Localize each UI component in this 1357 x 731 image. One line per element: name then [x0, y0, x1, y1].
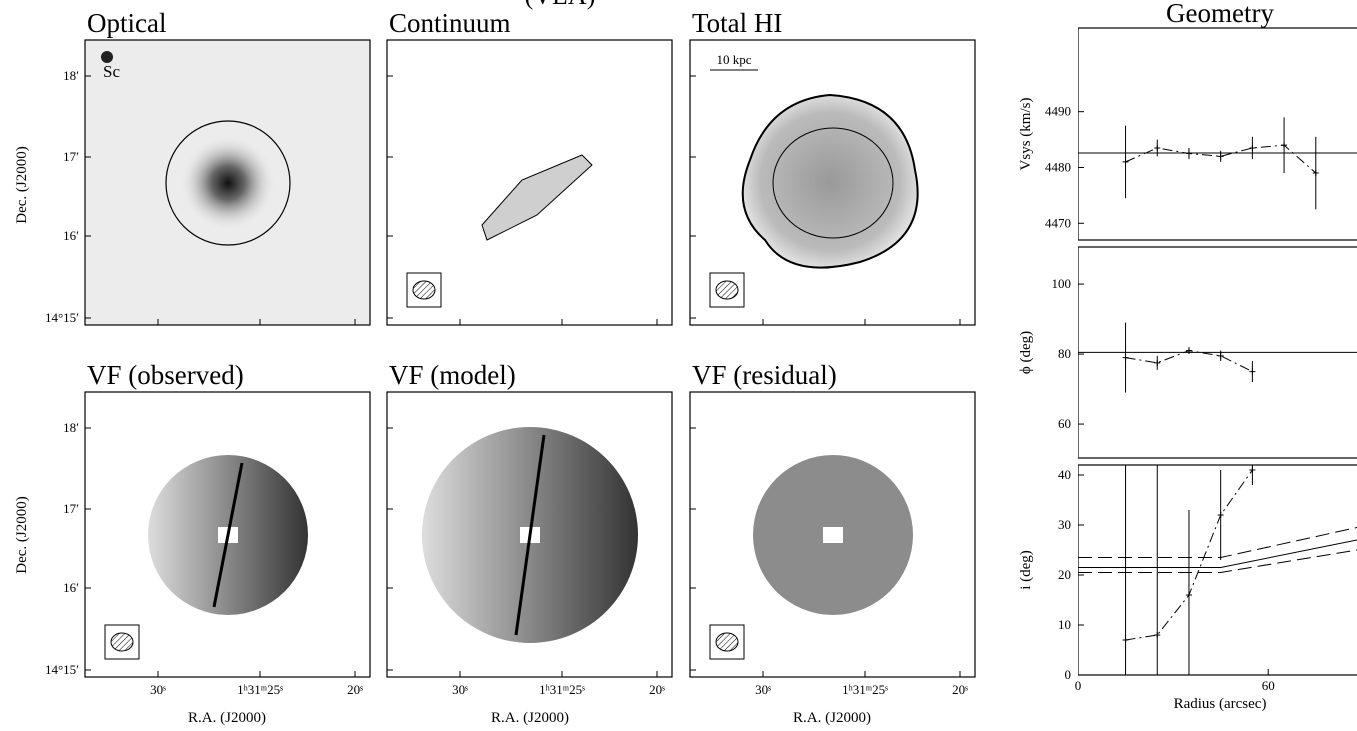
dec-tick-label: 17′: [63, 149, 79, 164]
y-tick-label: 4490: [1045, 104, 1071, 119]
ra-tick-label: 30ˢ: [452, 682, 468, 697]
dec-tick-label: 14°15′: [45, 310, 79, 325]
x-axis-label: Radius (arcsec): [1174, 696, 1267, 712]
hi-emission: [741, 93, 919, 269]
x-axis-label: R.A. (J2000): [188, 710, 266, 726]
plot-frame: [1078, 27, 1357, 241]
y-tick-label: 10: [1058, 617, 1071, 632]
data-point: [1185, 347, 1192, 354]
data-point: [1185, 592, 1192, 598]
y-tick-label: 60: [1058, 416, 1071, 431]
y-axis-label: Dec. (J2000): [14, 496, 30, 573]
x-tick-label: 60: [1262, 678, 1275, 693]
central-hole: [823, 527, 843, 543]
x-axis-label: R.A. (J2000): [793, 710, 871, 726]
data-point: [1185, 150, 1192, 157]
geometry-title: Geometry: [1166, 0, 1274, 28]
galaxy-image: [180, 135, 276, 231]
y-tick-label: 0: [1065, 667, 1072, 682]
data-point: [1154, 632, 1161, 638]
data-point: [1249, 368, 1256, 375]
x-axis-label: R.A. (J2000): [491, 710, 569, 726]
ra-tick-label: 1ʰ31ᵐ25ˢ: [237, 682, 283, 697]
galaxy-label: Sc: [103, 62, 120, 81]
data-point: [1249, 144, 1256, 151]
data-point: [1281, 142, 1288, 149]
beam: [110, 632, 134, 652]
panel-border: [84, 391, 371, 678]
minor-axis-contour: [514, 434, 546, 636]
ra-tick-label: 30ˢ: [755, 682, 771, 697]
ra-tick-label: 20ˢ: [952, 682, 968, 697]
y-tick-label: 30: [1058, 517, 1071, 532]
panel-border: [689, 39, 976, 326]
y-tick-label: 80: [1058, 346, 1071, 361]
y-tick-label: 4480: [1045, 159, 1071, 174]
minor-axis-contour: [212, 462, 244, 608]
ra-tick-label: 1ʰ31ᵐ25ˢ: [539, 682, 585, 697]
plot-frame: [1078, 464, 1357, 676]
ra-tick-label: 20ˢ: [347, 682, 363, 697]
dec-tick-label: 16′: [63, 228, 79, 243]
model-line: [1078, 549, 1357, 573]
y-axis-label: i (deg): [1018, 550, 1034, 590]
data-point: [1249, 467, 1256, 473]
panel-border: [84, 39, 371, 326]
model-line: [1078, 539, 1357, 568]
data-point: [1154, 359, 1161, 366]
dec-tick-label: 17′: [63, 501, 79, 516]
y-tick-label: 100: [1052, 276, 1072, 291]
panel-title: Continuum: [389, 8, 511, 38]
dec-tick-label: 18′: [63, 420, 79, 435]
data-point: [1312, 170, 1319, 177]
dec-tick-label: 14°15′: [45, 662, 79, 677]
data-point: [1154, 144, 1161, 151]
dec-tick-label: 16′: [63, 580, 79, 595]
geometry-plots: [1078, 27, 1357, 676]
dec-tick-label: 18′: [63, 68, 79, 83]
hi-contour: [772, 127, 894, 239]
continuum-emission: [481, 154, 593, 241]
plot-frame: [1078, 246, 1357, 459]
beam: [715, 632, 739, 652]
panel-title: VF (residual): [692, 360, 837, 390]
x-tick-label: 0: [1075, 678, 1082, 693]
y-tick-label: 4470: [1045, 215, 1071, 230]
y-tick-label: 40: [1058, 467, 1071, 482]
panel-title: VF (observed): [87, 360, 244, 390]
data-point: [1217, 153, 1224, 160]
panel-title: VF (model): [389, 360, 516, 390]
data-point: [1122, 158, 1129, 165]
header: (VLA): [525, 0, 596, 10]
star: [101, 51, 113, 63]
data-point: [1217, 512, 1224, 518]
data-point: [1217, 352, 1224, 359]
beam: [412, 280, 436, 300]
panel-title: Optical: [87, 8, 166, 38]
y-tick-label: 20: [1058, 567, 1071, 582]
scale-label: 10 kpc: [716, 52, 751, 67]
beam: [715, 280, 739, 300]
ra-tick-label: 1ʰ31ᵐ25ˢ: [842, 682, 888, 697]
panel-border: [386, 39, 673, 326]
y-axis-label: Vsys (km/s): [1018, 98, 1034, 171]
y-axis-label: ϕ (deg): [1018, 331, 1034, 374]
data-point: [1122, 354, 1129, 361]
model-line: [1078, 527, 1357, 558]
ra-tick-label: 20ˢ: [649, 682, 665, 697]
aperture: [165, 120, 291, 246]
panel-title: Total HI: [692, 8, 782, 38]
panel-border: [386, 391, 673, 678]
y-axis-label: Dec. (J2000): [14, 146, 30, 223]
data-point: [1122, 637, 1129, 643]
ra-tick-label: 30ˢ: [150, 682, 166, 697]
panel-border: [689, 391, 976, 678]
